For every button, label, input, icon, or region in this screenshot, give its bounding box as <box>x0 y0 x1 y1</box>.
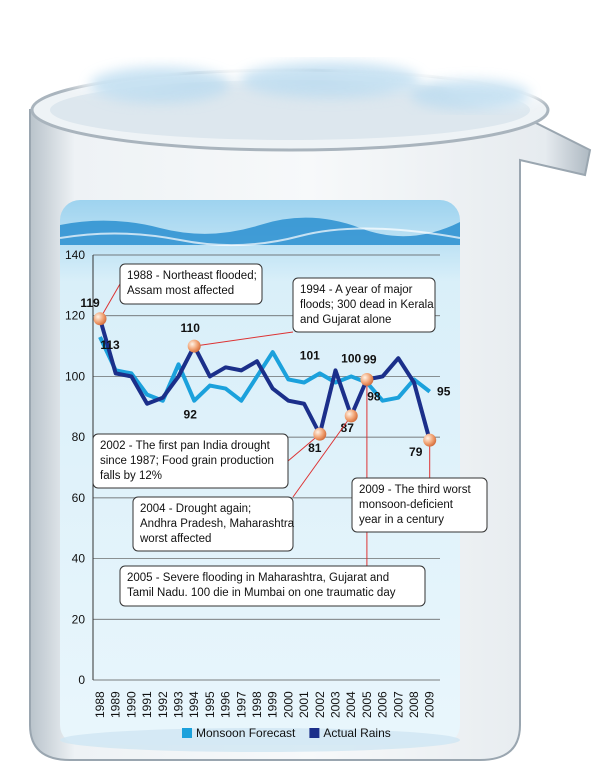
value-label: 99 <box>363 352 377 366</box>
value-label: 119 <box>80 296 100 310</box>
x-tick-label: 1992 <box>156 691 170 718</box>
annotation-text: 2004 - Drought again; <box>140 503 251 515</box>
annotation-text: floods; 300 dead in Kerala <box>300 299 434 311</box>
annotation-text: Assam most affected <box>127 285 234 297</box>
annotation-box <box>119 263 263 305</box>
annotation-text: year in a century <box>359 514 444 526</box>
annotation-text: 2009 - The third worst <box>359 484 471 496</box>
annotation-text: monsoon-deficient <box>359 499 454 511</box>
annotation-text: since 1987; Food grain production <box>100 455 274 467</box>
x-tick-label: 1994 <box>187 691 201 718</box>
x-tick-label: 2000 <box>281 691 295 718</box>
annotation-box <box>119 565 426 607</box>
highlight-dot <box>313 427 327 441</box>
series-line <box>98 318 432 441</box>
annotation-text: 1994 - A year of major <box>300 284 413 296</box>
x-tick-label: 1991 <box>140 691 154 718</box>
x-tick-label: 1997 <box>234 691 248 718</box>
x-tick-label: 1996 <box>219 691 233 718</box>
x-tick-label: 1993 <box>172 691 186 718</box>
annotations: 1988 - Northeast flooded; Assam most affe… <box>92 263 488 607</box>
y-tick-label: 60 <box>72 491 86 505</box>
annotation-text: falls by 12% <box>100 470 162 482</box>
legend-label: Actual Rains <box>323 726 390 740</box>
x-tick-label: 2002 <box>313 691 327 718</box>
annotation-text: Tamil Nadu. 100 die in Mumbai on one tra… <box>127 587 396 599</box>
y-tick-label: 0 <box>78 673 85 687</box>
x-tick-label: 2004 <box>344 691 358 718</box>
legend-label: Monsoon Forecast <box>196 726 296 740</box>
x-tick-label: 1988 <box>93 691 107 718</box>
legend-swatch <box>182 728 192 738</box>
x-tick-label: 1999 <box>266 691 280 718</box>
x-tick-label: 1989 <box>109 691 123 718</box>
annotation-text: 2002 - The first pan India drought <box>100 440 271 452</box>
annotation-box <box>292 277 436 333</box>
annotation-leader <box>194 331 294 347</box>
annotation-box <box>132 496 294 552</box>
value-label: 98 <box>367 390 381 404</box>
series-line <box>98 336 431 403</box>
x-tick-label: 1998 <box>250 691 264 718</box>
annotation-leader <box>287 433 321 462</box>
highlight-dot <box>344 409 358 423</box>
highlight-dot <box>423 433 437 447</box>
value-label: 113 <box>100 338 120 352</box>
y-tick-label: 140 <box>65 248 85 262</box>
x-tick-label: 1995 <box>203 691 217 718</box>
x-tick-label: 2006 <box>376 691 390 718</box>
beaker <box>29 10 592 761</box>
legend-swatch <box>309 728 320 738</box>
x-tick-label: 2001 <box>297 691 311 718</box>
annotation-text: and Gujarat alone <box>300 314 391 326</box>
y-tick-label: 20 <box>72 612 86 626</box>
highlight-dot <box>187 339 201 353</box>
value-label: 95 <box>437 385 451 399</box>
value-label: 79 <box>409 445 423 459</box>
value-label: 101 <box>300 348 320 362</box>
value-label: 92 <box>184 408 198 422</box>
annotation-box <box>351 477 488 533</box>
highlight-dot <box>360 372 374 386</box>
annotation-text: 1988 - Northeast flooded; <box>127 270 257 282</box>
y-tick-label: 120 <box>65 309 85 323</box>
annotation-box <box>92 433 289 489</box>
x-tick-label: 2007 <box>391 691 405 718</box>
y-tick-label: 80 <box>72 430 86 444</box>
highlight-dot <box>93 312 107 326</box>
value-label: 87 <box>341 421 355 435</box>
annotation-text: 2005 - Severe flooding in Maharashtra, G… <box>127 572 389 584</box>
x-tick-label: 2009 <box>423 691 437 718</box>
value-label: 100 <box>341 351 361 365</box>
value-label: 81 <box>308 441 322 455</box>
y-tick-label: 100 <box>65 369 85 383</box>
plot: 119 113 110 92 101 81 100 99 98 87 79 95 <box>80 296 450 459</box>
y-tick-label: 40 <box>72 552 86 566</box>
annotation-text: Andhra Pradesh, Maharashtra <box>140 518 295 530</box>
annotation-text: worst affected <box>139 533 211 545</box>
x-tick-label: 2005 <box>360 691 374 718</box>
value-label: 110 <box>181 321 201 335</box>
x-tick-label: 1990 <box>124 691 138 718</box>
annotation-leader <box>292 415 352 498</box>
x-tick-label: 2008 <box>407 691 421 718</box>
annotation-leader <box>99 283 121 319</box>
x-tick-label: 2003 <box>329 691 343 718</box>
